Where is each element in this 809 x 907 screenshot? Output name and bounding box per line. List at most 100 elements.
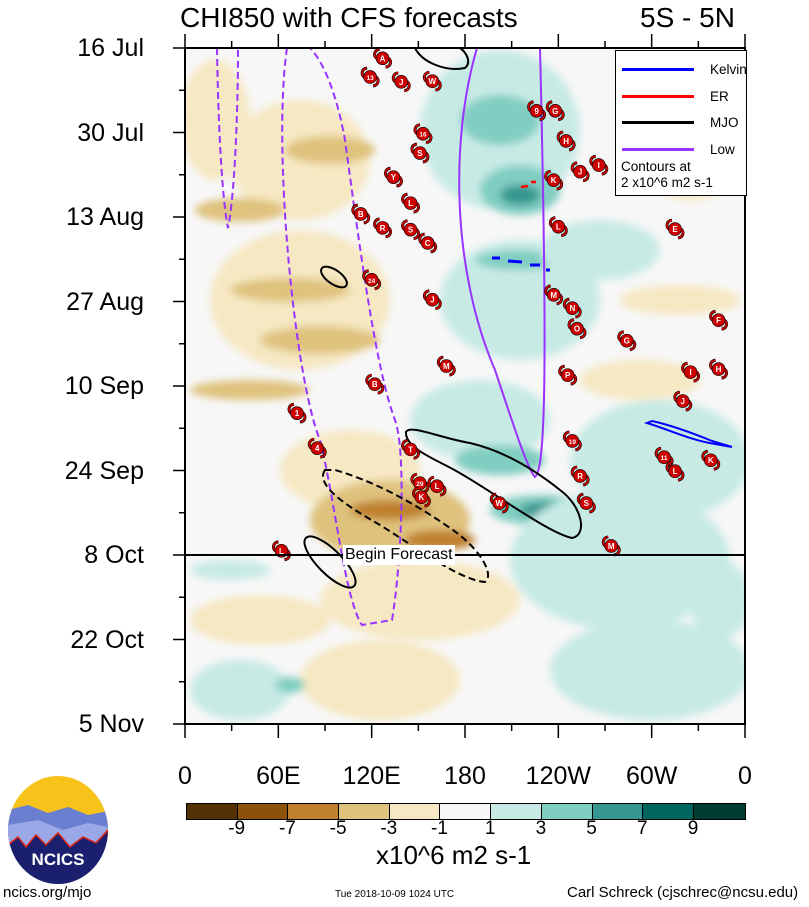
storm-label: F <box>716 316 721 325</box>
y-tick-label: 5 Nov <box>78 710 144 738</box>
storm-label: E <box>672 225 678 234</box>
er-forecast-marks <box>520 180 536 189</box>
legend-label: ER <box>710 88 729 104</box>
storm-label: R <box>577 472 583 481</box>
storm-marker: J <box>422 289 442 311</box>
storm-label: 9 <box>534 107 539 116</box>
storm-marker: 11 <box>654 446 674 468</box>
storm-marker: B <box>351 203 371 225</box>
footer-timestamp: Tue 2018-10-09 1024 UTC <box>335 889 455 900</box>
storm-marker: 9 <box>527 100 547 122</box>
storm-marker: K <box>411 486 431 508</box>
storm-label: J <box>430 296 434 305</box>
storm-marker: 1 <box>287 402 307 424</box>
colorbar <box>186 803 746 820</box>
storm-marker: K <box>701 449 721 471</box>
colorbar-label: 5 <box>586 818 597 839</box>
storm-label: J <box>681 397 685 406</box>
legend-item-mjo: MJO <box>622 114 739 130</box>
storm-marker: R <box>570 465 590 487</box>
storm-marker: G <box>545 100 565 122</box>
legend-swatch <box>622 94 694 98</box>
storm-marker: L <box>427 475 447 497</box>
storm-label: 11 <box>661 455 668 462</box>
legend: Kelvin ER MJO Low Contours at 2 x10^6 m2… <box>615 50 747 196</box>
storm-label: S <box>584 499 590 508</box>
storm-label: Y <box>391 173 397 182</box>
storm-marker: N <box>562 297 582 319</box>
storm-marker: H <box>709 358 729 380</box>
colorbar-swatch <box>643 804 694 819</box>
storm-label: N <box>569 304 575 313</box>
storm-label: M <box>608 542 615 551</box>
storm-marker: P <box>558 364 578 386</box>
storm-label: B <box>372 380 378 389</box>
colorbar-swatch <box>187 804 238 819</box>
storm-label: R <box>380 224 386 233</box>
storm-marker: W <box>422 70 442 92</box>
colorbar-label: -7 <box>278 818 296 839</box>
legend-label: MJO <box>710 114 739 130</box>
storm-label: G <box>624 337 630 346</box>
storm-marker: W <box>489 492 509 514</box>
colorbar-swatch <box>541 804 593 819</box>
x-tick-label: 60E <box>256 762 301 790</box>
colorbar-swatch <box>389 804 441 819</box>
storm-label: L <box>435 482 440 491</box>
storm-marker: 16 <box>413 123 433 145</box>
storm-marker: J <box>673 390 693 412</box>
storm-label: H <box>716 365 722 374</box>
storm-marker: B <box>365 373 385 395</box>
storm-label: 24 <box>368 278 376 285</box>
storm-label: 4 <box>315 444 320 453</box>
storm-marker: H <box>556 130 576 152</box>
colorbar-label: 3 <box>535 818 547 839</box>
storm-marker: J <box>391 71 411 93</box>
colorbar-label: 1 <box>484 818 496 839</box>
y-tick-label: 24 Sep <box>64 456 144 485</box>
footer-author: Carl Schreck (cjschrec@ncsu.edu) <box>567 884 799 901</box>
storm-marker: M <box>601 535 621 557</box>
colorbar-label: -1 <box>431 818 448 839</box>
storm-marker: Y <box>383 166 403 188</box>
footer-link[interactable]: ncics.org/mjo <box>3 884 92 901</box>
colorbar-swatch <box>339 804 390 819</box>
y-tick-label: 30 Jul <box>77 118 144 147</box>
storm-marker: 13 <box>360 66 380 88</box>
storm-marker: T <box>401 438 421 460</box>
storm-label: 29 <box>416 481 424 488</box>
storm-label: 19 <box>569 439 577 446</box>
kelvin-contour <box>643 419 733 448</box>
storm-marker: K <box>544 169 564 191</box>
y-tick-label: 27 Aug <box>66 287 144 316</box>
y-tick-label: 8 Oct <box>84 541 144 569</box>
low-contour-solid <box>458 48 546 479</box>
storm-marker: M <box>436 355 456 377</box>
mjo-contour-forecast <box>303 535 357 589</box>
colorbar-units: x10^6 m2 s-1 <box>376 840 532 870</box>
storm-marker: L <box>665 460 685 482</box>
storm-label: J <box>399 78 403 87</box>
storm-label: L <box>279 547 284 556</box>
y-tick-label: 13 Aug <box>66 203 144 231</box>
colorbar-label: -3 <box>380 818 398 839</box>
storm-label: B <box>358 210 364 219</box>
begin-forecast-label: Begin Forecast <box>343 545 455 565</box>
colorbar-swatch <box>693 804 745 819</box>
storm-marker: S <box>401 219 421 241</box>
contours-note: Contours at 2 x10^6 m2 s-1 <box>621 159 713 191</box>
x-tick-label: 60W <box>625 762 678 790</box>
x-tick-label: 120E <box>342 762 401 790</box>
ncics-logo: NCICS <box>8 776 108 884</box>
storm-label: C <box>425 239 431 248</box>
storm-marker: 4 <box>307 437 327 459</box>
storm-marker: S <box>410 142 430 164</box>
storm-markers: A 13 J W 9 G 16 S H J I K Y L B R S C L E 24 J M N O F G M P I H B J 1 19 4… <box>271 47 729 562</box>
colorbar-swatch <box>592 804 644 819</box>
storm-label: S <box>408 226 414 235</box>
storm-marker: E <box>665 218 685 240</box>
colorbar-swatch <box>288 804 340 819</box>
storm-marker: 29 <box>410 472 430 494</box>
colorbar-swatch <box>237 804 289 819</box>
x-tick-label: 0 <box>178 762 192 790</box>
